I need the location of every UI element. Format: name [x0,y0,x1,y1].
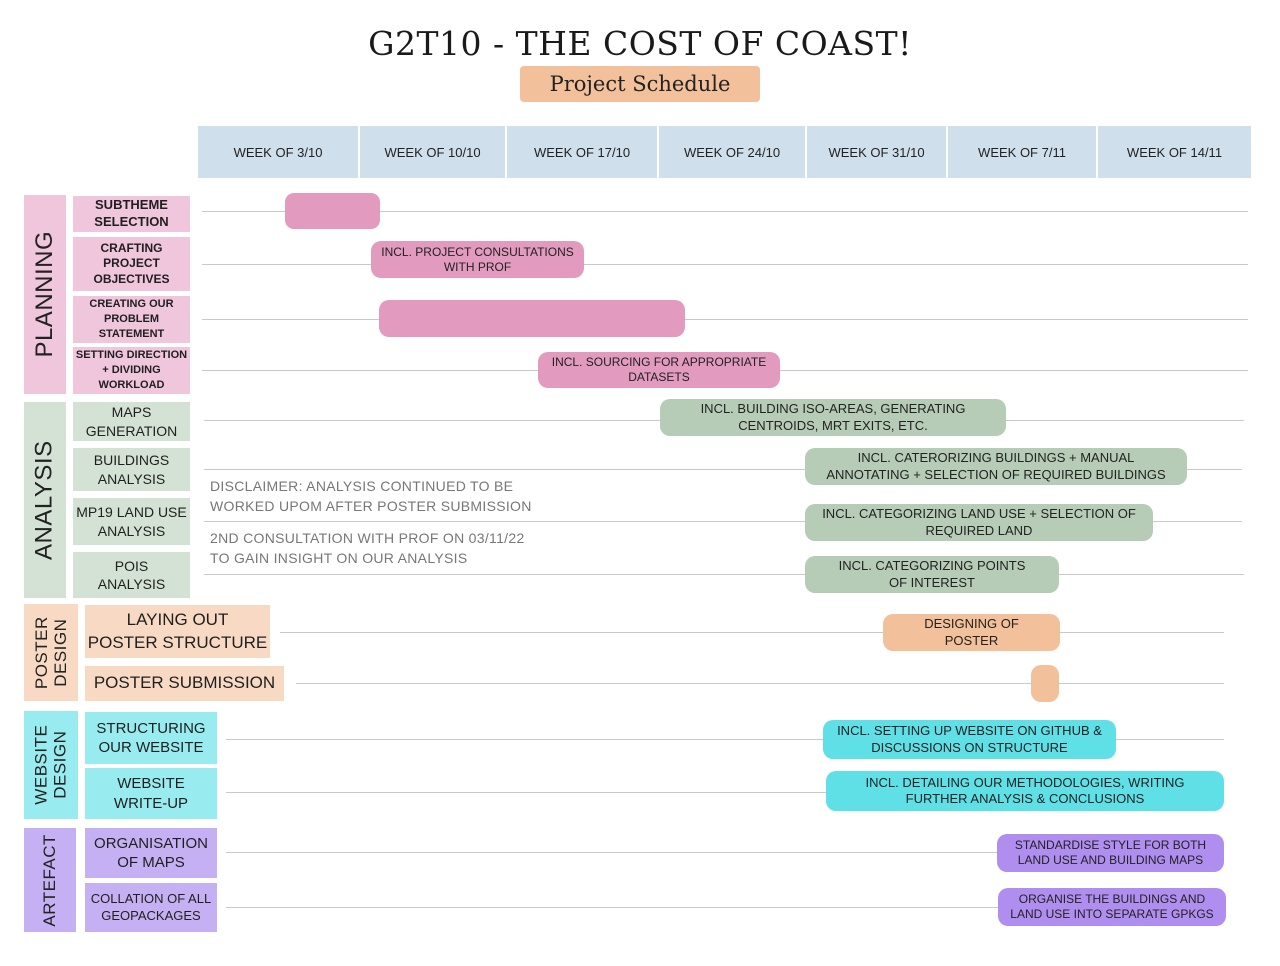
row-line [280,632,1224,633]
category-analysis-label: ANALYSIS [30,440,58,560]
bar-collation-geopackages: ORGANISE THE BUILDINGS AND LAND USE INTO… [998,888,1226,926]
task-problem-statement: CREATING OUR PROBLEM STATEMENT [73,296,190,343]
bar-setting-direction: INCL. SOURCING FOR APPROPRIATE DATASETS [538,352,780,388]
row-line [226,907,1224,908]
category-poster-design-label: POSTER DESIGN [31,616,69,689]
bar-organisation-of-maps: STANDARDISE STYLE FOR BOTH LAND USE AND … [997,834,1224,872]
task-land-use-analysis: MP19 LAND USE ANALYSIS [73,498,190,545]
bar-poster-submission [1031,665,1059,702]
task-crafting-objectives: CRAFTING PROJECT OBJECTIVES [73,237,190,291]
consultation-note: 2ND CONSULTATION WITH PROF ON 03/11/22 T… [210,530,525,566]
bar-structuring-website: INCL. SETTING UP WEBSITE ON GITHUB & DIS… [823,720,1116,759]
task-buildings-analysis: BUILDINGS ANALYSIS [73,448,190,491]
task-maps-generation: MAPS GENERATION [73,402,190,441]
task-structuring-website: STRUCTURING OUR WEBSITE [85,712,217,764]
row-line [202,319,1248,320]
row-line [226,852,1224,853]
category-website-design-label: WEBSITE DESIGN [31,724,70,806]
task-organisation-of-maps: ORGANISATION OF MAPS [85,828,217,878]
task-website-writeup: WEBSITE WRITE-UP [85,768,217,819]
row-line [204,469,1242,470]
bar-maps-generation: INCL. BUILDING ISO-AREAS, GENERATING CEN… [660,399,1006,436]
category-poster-design: POSTER DESIGN [24,604,78,701]
bar-problem-statement [379,300,685,337]
row-line [226,792,1224,793]
bar-crafting-objectives: INCL. PROJECT CONSULTATIONS WITH PROF [371,241,584,278]
task-pois-analysis: POIS ANALYSIS [73,552,190,598]
bar-designing-poster: DESIGNING OF POSTER [883,614,1060,651]
bar-subtheme-selection [285,193,380,229]
bar-pois-analysis: INCL. CATEGORIZING POINTS OF INTEREST [805,556,1059,593]
week-header-24-10: WEEK OF 24/10 [659,126,805,178]
schedule-subtitle: Project Schedule [520,66,760,102]
task-laying-out-poster: LAYING OUT POSTER STRUCTURE [85,605,270,658]
disclaimer-note: DISCLAIMER: ANALYSIS CONTINUED TO BE WOR… [210,478,532,514]
category-artefact-label: ARTEFACT [39,833,59,927]
task-setting-direction: SETTING DIRECTION + DIVIDING WORKLOAD [73,347,190,394]
task-poster-submission: POSTER SUBMISSION [85,666,284,701]
bar-website-writeup: INCL. DETAILING OUR METHODOLOGIES, WRITI… [826,771,1224,811]
row-line [204,574,1244,575]
row-line [202,264,1248,265]
row-line [296,683,1224,684]
week-header-3-10: WEEK OF 3/10 [198,126,358,178]
row-line [226,739,1224,740]
category-analysis: ANALYSIS [24,402,66,598]
week-header-14-11: WEEK OF 14/11 [1098,126,1251,178]
page-title: G2T10 - THE COST OF COAST! [368,24,912,63]
bar-buildings-analysis: INCL. CATERORIZING BUILDINGS + MANUAL AN… [805,448,1187,485]
category-planning: PLANNING [24,195,66,394]
task-subtheme-selection: SUBTHEME SELECTION [73,196,190,232]
week-header-31-10: WEEK OF 31/10 [807,126,946,178]
task-collation-geopackages: COLLATION OF ALL GEOPACKAGES [85,883,217,932]
week-header-17-10: WEEK OF 17/10 [507,126,657,178]
category-website-design: WEBSITE DESIGN [24,711,78,819]
category-artefact: ARTEFACT [24,828,76,932]
row-line [202,211,1248,212]
row-line [204,521,1242,522]
week-header-10-10: WEEK OF 10/10 [360,126,505,178]
week-header-7-11: WEEK OF 7/11 [948,126,1096,178]
bar-land-use-analysis: INCL. CATEGORIZING LAND USE + SELECTION … [805,504,1153,541]
category-planning-label: PLANNING [30,231,58,358]
